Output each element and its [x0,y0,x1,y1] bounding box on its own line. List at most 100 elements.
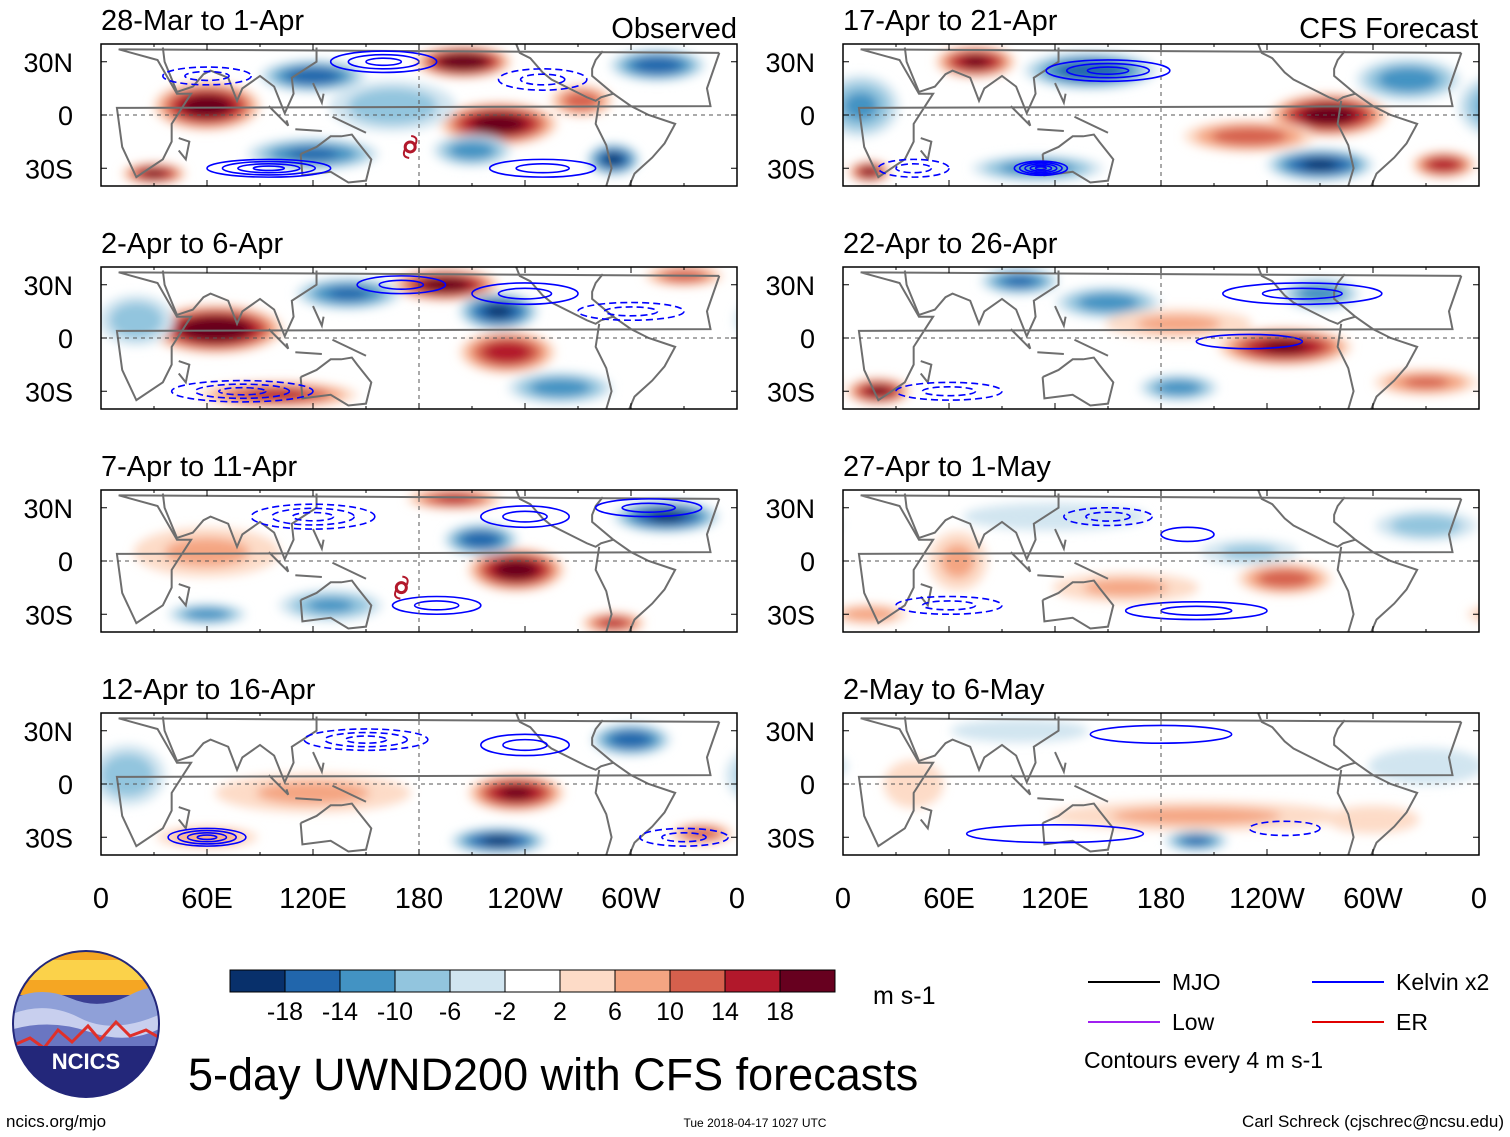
y-tick-label: 0 [800,101,815,131]
y-tick-label: 0 [58,547,73,577]
anomaly-blob [256,782,369,805]
anomaly-blob [611,732,651,748]
anomaly-blob [601,619,625,627]
anomaly-blob [308,598,354,612]
anomaly-blob [0,612,9,633]
anomaly-blob [950,719,1088,742]
x-axis-left: 0 60E 120E 180 120W 60W 0 [93,883,745,915]
x-tick-label: 0 [835,883,851,915]
ncics-logo: NCICS [10,950,165,1100]
y-tick-label: 30N [23,271,73,301]
colorbar-swatch [670,970,725,992]
x-tick-label: 60W [1343,883,1403,915]
anomaly-blob [604,154,622,165]
colorbar-label: 18 [766,998,794,1026]
anomaly-blob [737,754,791,797]
x-tick-label: 0 [1471,883,1487,915]
anomaly-blob [472,114,525,133]
forecast-label: CFS Forecast [1299,13,1478,45]
anomaly-blob [1490,164,1510,180]
legend-label: MJO [1172,969,1221,995]
colorbar-label: 10 [656,998,684,1026]
panel-title: 28-Mar to 1-Apr [101,5,304,37]
colorbar-swatch [340,970,395,992]
anomaly-blob [1184,837,1208,845]
anomaly-blob [101,754,155,797]
x-tick-label: 60W [601,883,661,915]
panel-title: 2-May to 6-May [843,674,1045,706]
x-tick-label: 120W [1229,883,1305,915]
anomaly-blob [449,141,494,159]
panel-grid: 30N 0 30S 28-Mar to 1-Apr 30N 0 30S 17-Apr to 2… [0,5,1510,855]
y-tick-label: 30N [23,717,73,747]
anomaly-blob [1493,166,1510,178]
y-tick-label: 0 [800,324,815,354]
anomaly-blob [1257,570,1311,588]
colorbar-units: m s-1 [873,982,936,1010]
colorbar-label: -2 [494,998,516,1026]
figure-canvas: 30N 0 30S 28-Mar to 1-Apr 30N 0 30S 17-Apr to 2… [0,0,1510,1137]
anomaly-blob [1479,607,1510,621]
colorbar-label: 6 [608,998,622,1026]
colorbar-swatch [285,970,340,992]
anomaly-blob [963,503,1148,531]
main-title: 5-day UWND200 with CFS forecasts [188,1049,918,1100]
anomaly-blob [1482,378,1510,405]
y-tick-label: 30S [767,154,815,184]
x-tick-label: 180 [1137,883,1185,915]
panel-title: 12-Apr to 16-Apr [101,674,316,706]
anomaly-blob [530,379,590,397]
anomaly-blob [843,607,897,621]
colorbar-swatch [615,970,670,992]
anomaly-blob [1327,806,1419,834]
y-tick-label: 30N [23,48,73,78]
x-tick-label: 60E [923,883,975,915]
y-tick-label: 0 [58,324,73,354]
anomaly-blob [436,495,472,503]
anomaly-blob [732,748,847,785]
y-tick-label: 0 [58,101,73,131]
anomaly-blob [1112,807,1282,824]
x-tick-label: 120E [1021,883,1089,915]
anomaly-blob [962,56,989,67]
colorbar-swatch [505,970,560,992]
anomaly-blob [1212,127,1288,145]
x-axis-right: 0 60E 120E 180 120W 60W 0 [835,883,1487,915]
colorbar-swatch [395,970,450,992]
colorbar-swatch [560,970,615,992]
logo-text: NCICS [52,1049,120,1074]
y-tick-label: 30S [767,823,815,853]
colorbar-swatch [230,970,285,992]
colorbar: -18 -14 -10 -6 -2 2 6 10 14 18 [230,970,835,1026]
anomaly-blob [0,732,15,748]
colorbar-swatch [780,970,835,992]
x-tick-label: 0 [93,883,109,915]
colorbar-swatch [725,970,780,992]
anomaly-blob [1083,579,1168,596]
y-tick-label: 30N [23,494,73,524]
anomaly-blob [1403,377,1449,389]
anomaly-blob [734,295,810,346]
anomaly-blob [746,302,800,338]
anomaly-blob [462,532,499,548]
anomaly-blob [1302,159,1338,170]
panel-title: 17-Apr to 21-Apr [843,5,1058,37]
colorbar-label: -18 [267,998,303,1026]
y-tick-label: 30S [25,600,73,630]
anomaly-blob [1484,161,1510,183]
anomaly-blob [288,148,338,160]
y-tick-label: 30N [765,48,815,78]
anomaly-blob [0,728,23,751]
anomaly-blob [1504,387,1510,396]
legend-label: Kelvin x2 [1396,969,1489,995]
anomaly-blob [500,787,532,800]
legend-label: Low [1172,1009,1215,1035]
x-tick-label: 60E [181,883,233,915]
website-link[interactable]: ncics.org/mjo [6,1112,106,1131]
anomaly-blob [0,143,4,175]
colorbar-label: -14 [322,998,358,1026]
anomaly-blob [485,305,512,318]
y-tick-label: 30N [765,717,815,747]
y-tick-label: 0 [800,770,815,800]
panel-title: 27-Apr to 1-May [843,451,1051,483]
